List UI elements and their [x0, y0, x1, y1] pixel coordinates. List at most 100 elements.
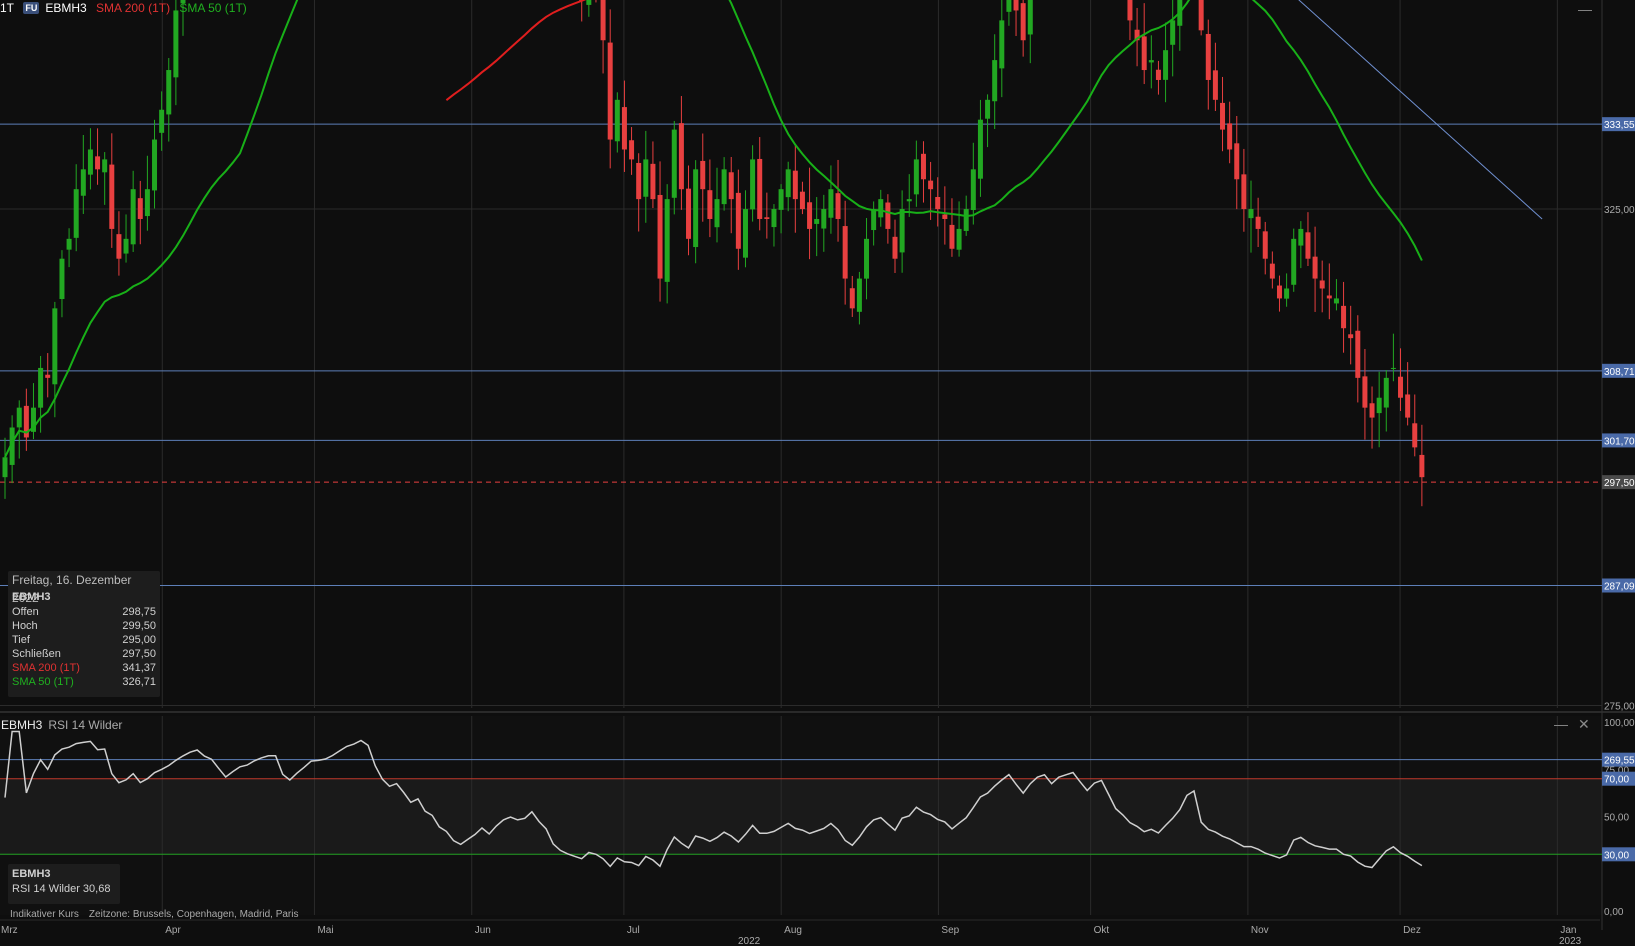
candle-body — [885, 202, 891, 229]
sma200-value: 341,37 — [122, 662, 156, 674]
candle-body — [600, 0, 606, 41]
last-price-tag-label: 297,50 — [1604, 478, 1635, 489]
candle-body — [657, 194, 663, 279]
candle-body — [671, 129, 677, 198]
candle-body — [102, 159, 108, 173]
candle-body — [807, 202, 813, 229]
candle-body — [38, 367, 44, 408]
candle-body — [109, 164, 115, 229]
open-label: Offen — [12, 606, 39, 618]
candle-body — [1006, 0, 1012, 12]
candle-body — [992, 60, 998, 102]
candle-body — [1027, 0, 1033, 35]
candle-body — [173, 10, 179, 78]
candle-body — [1013, 0, 1019, 11]
candle-body — [899, 209, 905, 253]
rsi-band-fill — [0, 778, 1602, 855]
candle-body — [59, 258, 65, 300]
sma50-line — [4, 0, 1423, 458]
candle-body — [1269, 263, 1275, 279]
candle-body — [1163, 50, 1169, 80]
interval-label[interactable]: 1T — [0, 1, 15, 15]
candle-body — [1020, 3, 1026, 41]
candle-body — [1333, 298, 1339, 304]
candle-body — [1369, 403, 1375, 418]
candle-body — [123, 238, 129, 254]
candle-body — [942, 214, 948, 219]
infobox-row-close: Schließen 297,50 — [8, 647, 160, 661]
candle-body — [30, 407, 36, 432]
candle-body — [871, 209, 877, 231]
candle-body — [778, 189, 784, 210]
candle-body — [1341, 305, 1347, 329]
candle-body — [586, 0, 592, 5]
rsi-minimize-icon[interactable]: — — [1554, 716, 1568, 732]
candle-body — [985, 99, 991, 119]
indicative-price-note: Indikativer Kurs — [10, 909, 79, 920]
candle-body — [728, 172, 734, 200]
candle-body — [180, 0, 186, 4]
candle-body — [643, 159, 649, 197]
candle-body — [80, 169, 86, 196]
sma50-value: 326,71 — [122, 676, 156, 688]
rsi-y-tick-label: 75,00 — [1604, 765, 1629, 776]
candle-body — [686, 188, 692, 239]
sma50-legend[interactable]: SMA 50 (1T) — [179, 1, 247, 15]
ticker-label[interactable]: EBMH3 — [45, 1, 87, 15]
candle-body — [9, 427, 15, 465]
candle-body — [892, 236, 898, 259]
candle-body — [1262, 231, 1268, 259]
candle-body — [73, 189, 79, 238]
rsi-infobox-value: 30,68 — [82, 883, 111, 895]
sma200-label: SMA 200 (1T) — [12, 662, 80, 674]
rsi-band-tag-label: 70,00 — [1604, 775, 1629, 786]
x-tick-label: Mrz — [1, 925, 18, 936]
candle-body — [45, 374, 51, 378]
candle-body — [1148, 60, 1154, 63]
rsi-y-tick-label: 50,00 — [1604, 813, 1629, 824]
candle-body — [16, 407, 22, 428]
candle-body — [152, 139, 158, 191]
candle-body — [935, 196, 941, 210]
x-tick-label: Aug — [784, 925, 802, 936]
candle-body — [66, 238, 72, 250]
candle-body — [1319, 280, 1325, 289]
rsi-line — [4, 730, 1423, 869]
candle-body — [1412, 423, 1418, 448]
close-label: Schließen — [12, 648, 61, 660]
high-label: Hoch — [12, 620, 38, 632]
rsi-band-tag-label: 30,00 — [1604, 850, 1629, 861]
candle-body — [1298, 228, 1304, 246]
candle-body — [1170, 20, 1176, 45]
candle-body — [721, 169, 727, 205]
timezone-note: Zeitzone: Brussels, Copenhagen, Madrid, … — [88, 909, 299, 920]
candle-body — [52, 308, 58, 385]
candle-body — [999, 20, 1005, 69]
candle-body — [1127, 0, 1133, 21]
candle-body — [928, 180, 934, 190]
minimize-icon[interactable]: — — [1578, 1, 1592, 17]
candle-body — [629, 140, 635, 160]
candle-body — [814, 218, 820, 224]
candle-body — [2, 457, 8, 478]
candle-body — [1234, 143, 1240, 180]
candle-body — [1405, 394, 1411, 418]
candle-body — [821, 209, 827, 229]
candle-body — [1398, 376, 1404, 398]
candle-body — [1305, 232, 1311, 259]
level-tag — [1602, 578, 1635, 593]
candle-body — [650, 163, 656, 200]
candle-body — [116, 234, 122, 259]
candle-body — [920, 153, 926, 180]
sma200-legend[interactable]: SMA 200 (1T) — [96, 1, 171, 15]
candle-body — [636, 162, 642, 200]
candle-body — [1212, 70, 1218, 100]
candle-body — [1134, 29, 1140, 41]
level-tag — [1602, 433, 1635, 448]
rsi-close-icon[interactable]: ✕ — [1578, 716, 1590, 732]
candle-body — [714, 199, 720, 228]
x-tick-label: Jan — [1560, 925, 1576, 936]
candle-body — [799, 191, 805, 210]
year-label: 2023 — [1559, 936, 1582, 946]
